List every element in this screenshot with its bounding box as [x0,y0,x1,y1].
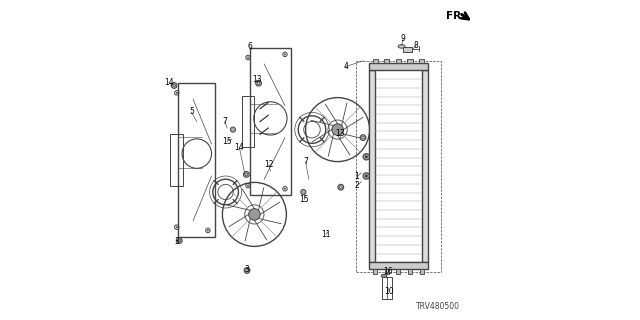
Bar [419,59,424,63]
Bar [422,70,428,262]
Text: 4: 4 [343,62,348,71]
Bar [396,269,401,274]
Circle shape [230,127,236,132]
Text: 12: 12 [264,160,273,169]
Text: 6: 6 [247,42,252,51]
Text: 11: 11 [321,230,330,239]
Bar [170,134,183,186]
Bar [408,269,412,274]
Circle shape [363,154,369,160]
Text: 3: 3 [174,237,179,246]
Bar [356,61,441,272]
Circle shape [207,230,209,231]
Text: 14: 14 [234,143,244,152]
Circle shape [338,184,344,190]
Text: 3: 3 [244,265,250,274]
Bar [369,63,428,70]
Bar [403,47,412,52]
Text: 13: 13 [335,129,345,138]
Ellipse shape [381,274,387,277]
Bar [373,269,377,274]
Text: 15: 15 [222,137,232,146]
Bar [408,59,413,63]
Text: 7: 7 [303,157,308,166]
Bar [420,269,424,274]
Circle shape [363,173,369,179]
Text: 10: 10 [384,287,394,296]
Circle shape [244,268,250,273]
Bar [384,59,389,63]
Bar [241,96,254,147]
Circle shape [247,57,249,58]
Text: 2: 2 [355,181,359,190]
Text: TRV480500: TRV480500 [417,302,460,311]
Circle shape [284,54,285,55]
Circle shape [247,185,249,186]
Circle shape [332,124,344,135]
Circle shape [365,156,367,158]
Circle shape [172,83,177,88]
Circle shape [177,238,182,244]
Text: 16: 16 [383,268,394,276]
Bar [383,277,392,299]
Bar [369,70,374,262]
Text: 5: 5 [189,108,194,116]
Ellipse shape [398,44,405,48]
Text: 15: 15 [299,195,309,204]
Text: 14: 14 [164,78,174,87]
Text: 8: 8 [413,41,419,50]
Text: 7: 7 [222,117,227,126]
Circle shape [360,135,366,140]
Circle shape [256,80,262,86]
Bar [250,48,291,195]
Circle shape [176,227,177,228]
Circle shape [365,175,367,177]
Bar [396,59,401,63]
Text: FR.: FR. [447,11,466,21]
Text: 13: 13 [252,76,262,84]
Circle shape [301,189,306,195]
Circle shape [243,172,250,177]
Circle shape [248,209,260,220]
Bar [385,269,388,274]
Circle shape [284,188,285,189]
Text: 1: 1 [355,172,359,181]
Circle shape [176,92,177,93]
Text: 9: 9 [401,34,406,43]
Bar [372,59,378,63]
Bar [179,83,215,237]
Bar [369,262,428,269]
